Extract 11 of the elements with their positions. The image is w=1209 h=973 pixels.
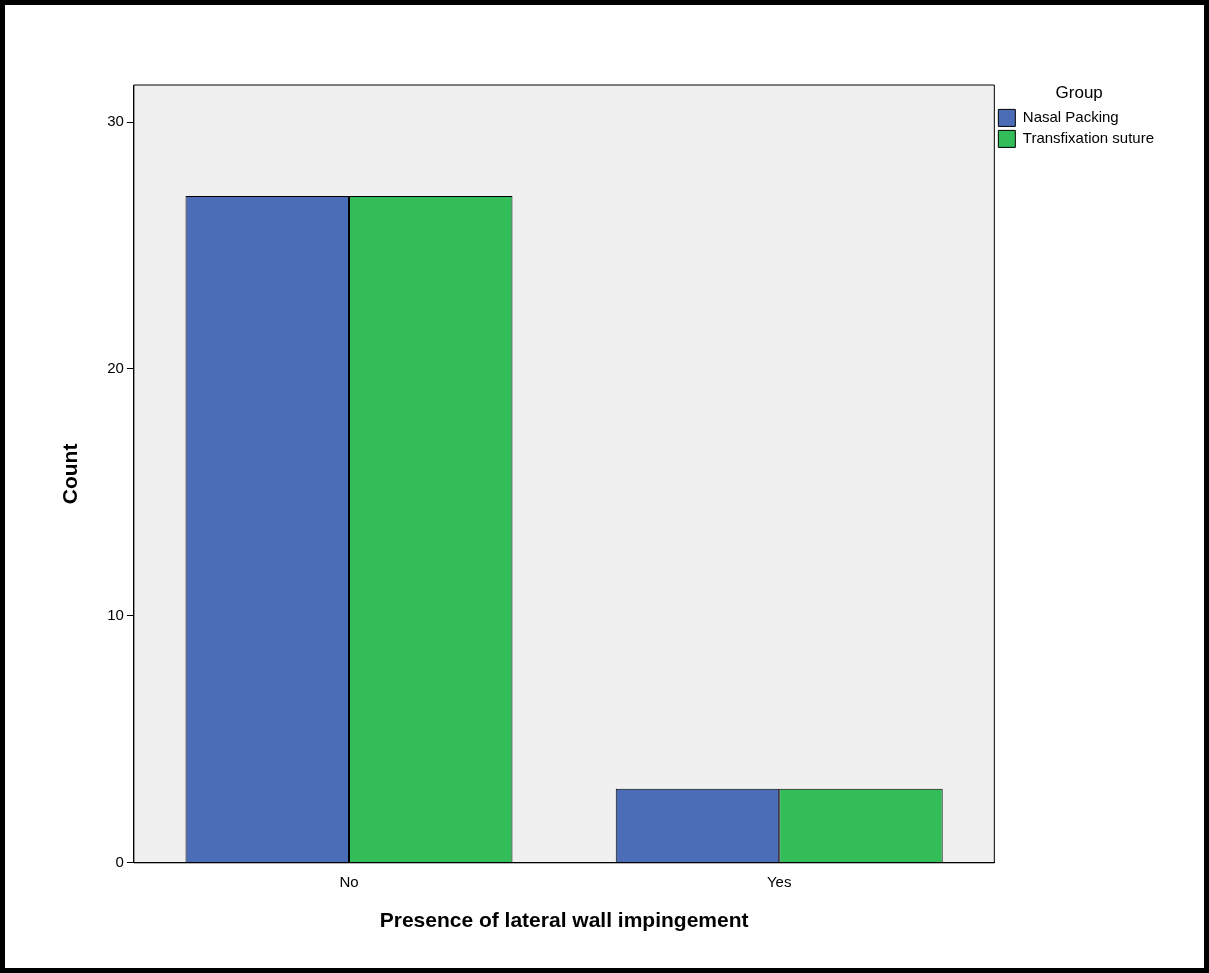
x-axis-title: Presence of lateral wall impingement (379, 908, 749, 932)
y-tick-label: 10 (107, 606, 124, 624)
y-tick-label: 30 (107, 112, 124, 130)
y-tick-label: 20 (107, 359, 124, 377)
y-axis-title: Count (58, 443, 82, 505)
legend-label: Nasal Packing (1022, 108, 1119, 126)
legend-label: Transfixation suture (1022, 129, 1154, 147)
y-tick-label: 0 (115, 852, 124, 870)
x-tick-label: No (339, 872, 359, 890)
legend-title: Group (1055, 83, 1103, 103)
x-tick-label: Yes (766, 872, 792, 890)
